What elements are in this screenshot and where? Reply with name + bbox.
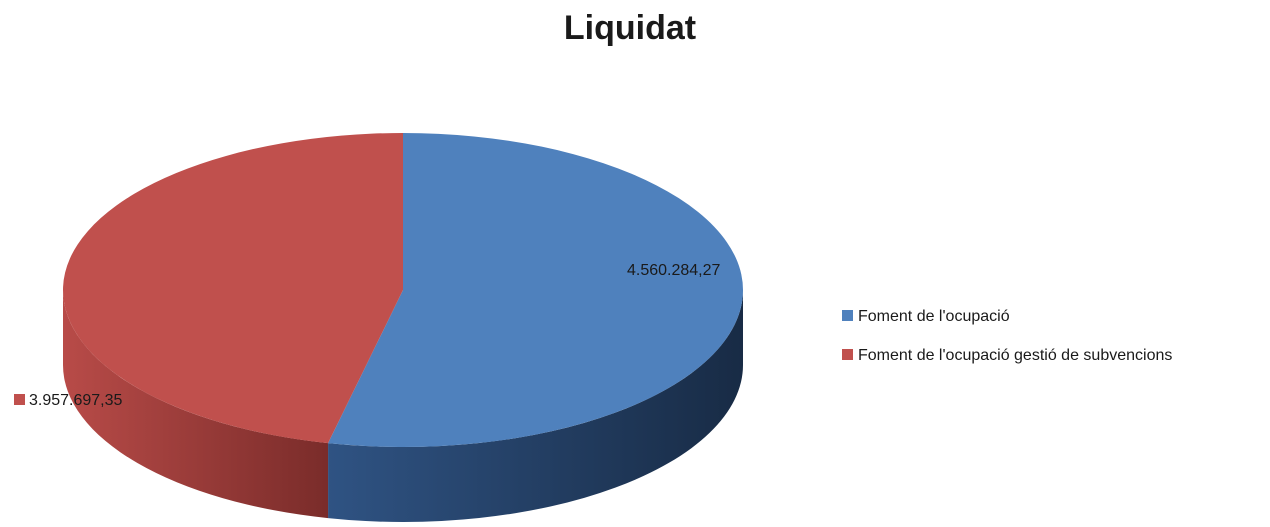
slice-side xyxy=(328,290,743,522)
legend-label: Foment de l'ocupació gestió de subvencio… xyxy=(858,347,1172,364)
legend-key xyxy=(842,310,853,321)
slice-side xyxy=(63,290,329,519)
pie-slice xyxy=(328,133,743,522)
slice-top xyxy=(62,133,403,444)
legend-key xyxy=(842,349,853,360)
slice-top xyxy=(328,133,743,447)
label-key xyxy=(612,264,623,275)
pie-slice xyxy=(62,133,403,519)
label-key xyxy=(14,394,25,405)
chart-title: Liquidat xyxy=(564,9,696,47)
data-label: 4.560.284,27 xyxy=(627,262,721,279)
data-label: 3.957.697,35 xyxy=(29,392,123,409)
legend-label: Foment de l'ocupació xyxy=(858,308,1010,325)
